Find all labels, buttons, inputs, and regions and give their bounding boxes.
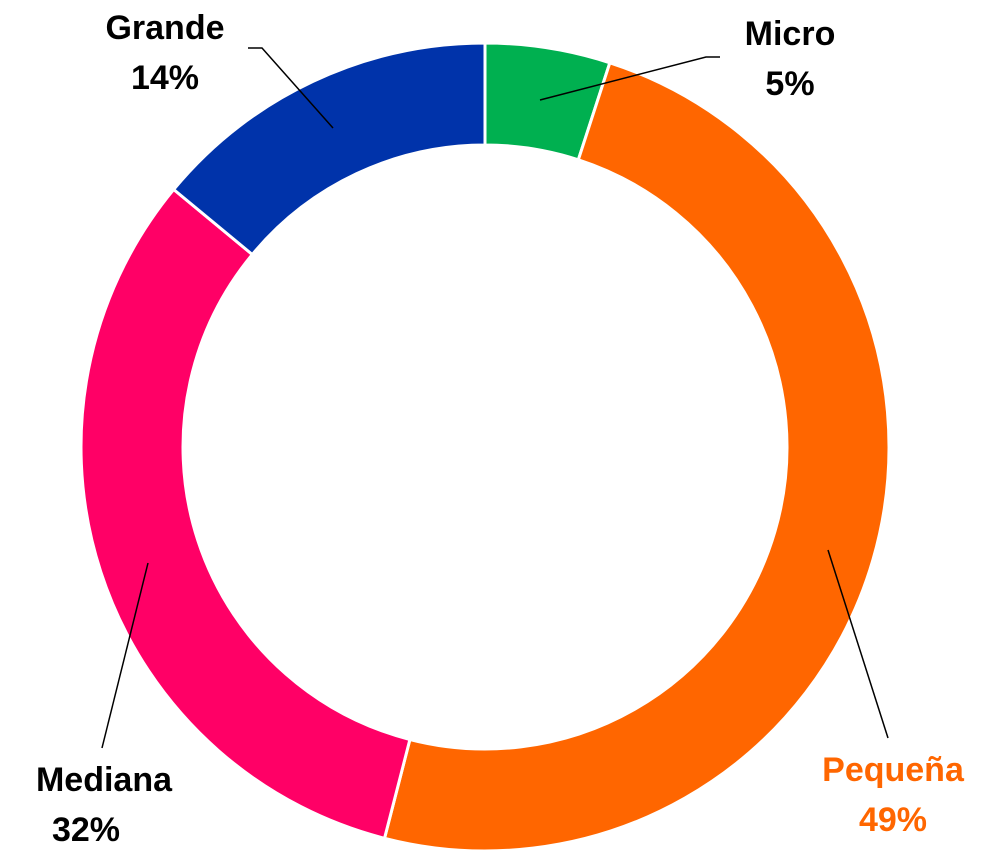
leader-line: [827, 549, 889, 739]
slice: [79, 187, 412, 841]
slice: [382, 60, 891, 853]
value-label: 5%: [765, 65, 814, 103]
slice-label: Grande: [105, 9, 224, 47]
value-label: 32%: [52, 811, 120, 849]
leader-line: [101, 562, 149, 749]
slice-label: Mediana: [36, 761, 173, 799]
slices: [79, 41, 891, 853]
slice-label: Pequeña: [822, 751, 965, 789]
leader-line: [248, 47, 334, 129]
slice: [171, 41, 487, 257]
slice-label: Micro: [745, 15, 836, 53]
leader-line: [539, 56, 720, 101]
value-label: 14%: [131, 59, 199, 97]
value-label: 49%: [859, 801, 927, 839]
